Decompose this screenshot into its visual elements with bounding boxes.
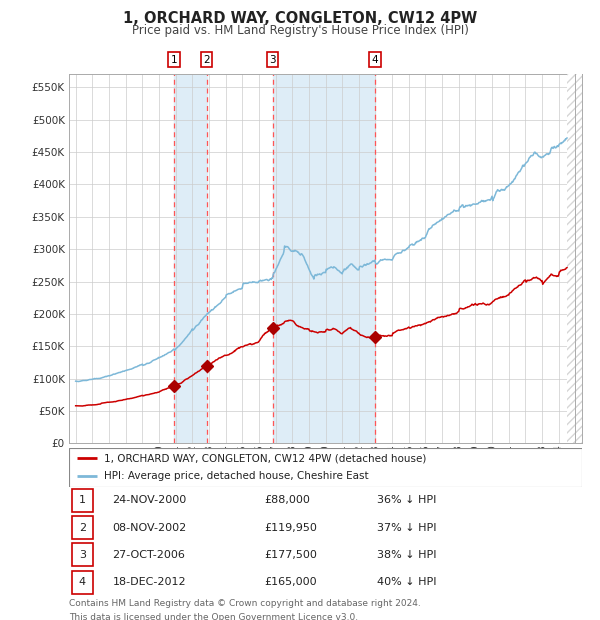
Bar xyxy=(567,74,582,443)
Bar xyxy=(567,74,582,443)
FancyBboxPatch shape xyxy=(71,489,93,511)
Text: 2: 2 xyxy=(203,55,210,64)
Bar xyxy=(174,74,206,443)
Text: 1: 1 xyxy=(170,55,177,64)
Text: 2: 2 xyxy=(79,523,86,533)
Text: £119,950: £119,950 xyxy=(264,523,317,533)
Text: 3: 3 xyxy=(79,550,86,560)
FancyBboxPatch shape xyxy=(71,516,93,539)
FancyBboxPatch shape xyxy=(71,544,93,566)
Text: 1: 1 xyxy=(79,495,86,505)
Text: Contains HM Land Registry data © Crown copyright and database right 2024.: Contains HM Land Registry data © Crown c… xyxy=(69,599,421,608)
Text: 08-NOV-2002: 08-NOV-2002 xyxy=(113,523,187,533)
Text: £165,000: £165,000 xyxy=(264,577,317,587)
Text: 36% ↓ HPI: 36% ↓ HPI xyxy=(377,495,436,505)
Text: £177,500: £177,500 xyxy=(264,550,317,560)
Text: 38% ↓ HPI: 38% ↓ HPI xyxy=(377,550,436,560)
Text: 3: 3 xyxy=(269,55,276,64)
Text: 1, ORCHARD WAY, CONGLETON, CW12 4PW (detached house): 1, ORCHARD WAY, CONGLETON, CW12 4PW (det… xyxy=(104,453,426,463)
Text: This data is licensed under the Open Government Licence v3.0.: This data is licensed under the Open Gov… xyxy=(69,613,358,620)
Text: 1, ORCHARD WAY, CONGLETON, CW12 4PW: 1, ORCHARD WAY, CONGLETON, CW12 4PW xyxy=(123,11,477,25)
Text: 18-DEC-2012: 18-DEC-2012 xyxy=(113,577,186,587)
Text: £88,000: £88,000 xyxy=(264,495,310,505)
Text: 4: 4 xyxy=(371,55,378,64)
FancyBboxPatch shape xyxy=(71,571,93,593)
Text: 4: 4 xyxy=(79,577,86,587)
Text: 24-NOV-2000: 24-NOV-2000 xyxy=(113,495,187,505)
Text: Price paid vs. HM Land Registry's House Price Index (HPI): Price paid vs. HM Land Registry's House … xyxy=(131,24,469,37)
Text: 37% ↓ HPI: 37% ↓ HPI xyxy=(377,523,436,533)
Text: HPI: Average price, detached house, Cheshire East: HPI: Average price, detached house, Ches… xyxy=(104,471,368,481)
Text: 27-OCT-2006: 27-OCT-2006 xyxy=(113,550,185,560)
Bar xyxy=(272,74,375,443)
Text: 40% ↓ HPI: 40% ↓ HPI xyxy=(377,577,436,587)
